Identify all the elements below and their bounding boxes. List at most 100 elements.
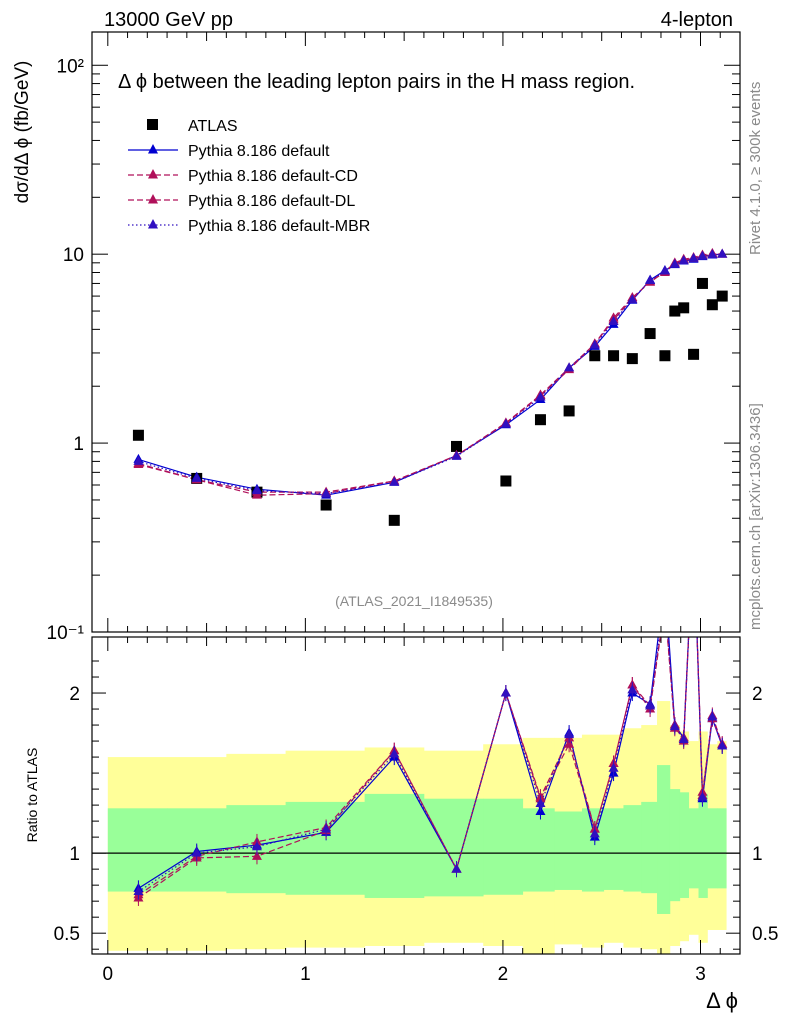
ratio-marker-series-3	[669, 721, 680, 731]
ratio-y-tick-label: 1	[69, 844, 80, 865]
legend-label-0: ATLAS	[188, 118, 238, 135]
mc-marker-series-4	[589, 339, 600, 349]
energy-label: 13000 GeV pp	[104, 9, 233, 31]
mc-marker-series-4	[389, 476, 400, 486]
ratio-y-tick-label: 2	[69, 684, 80, 705]
legend-marker-2	[148, 169, 158, 179]
data-point-atlas	[500, 475, 512, 487]
ratio-line-series-3	[138, 637, 723, 893]
ratio-line-series-1	[138, 637, 723, 896]
ratio-y-tick-label-right: 1	[752, 844, 763, 865]
inner-uncertainty-band	[623, 805, 642, 892]
mc-marker-series-4	[133, 455, 144, 465]
data-point-atlas	[534, 414, 546, 426]
data-point-atlas	[563, 405, 575, 417]
chart-title: Δ ϕ between the leading lepton pairs in …	[118, 71, 635, 93]
data-point-atlas	[388, 514, 400, 526]
mc-marker-series-4	[321, 488, 332, 498]
data-point-atlas	[451, 440, 462, 452]
mc-marker-series-4	[717, 248, 728, 258]
legend-marker-atlas	[147, 119, 158, 130]
mc-marker-series-4	[678, 255, 689, 265]
main-panel: 10⁻¹ 1 10 10² Δ ϕ between the leading lepto…	[12, 31, 741, 644]
rivet-version-label: Rivet 4.1.0, ≥ 300k events	[747, 82, 764, 255]
mc-marker-series-4	[608, 316, 619, 326]
data-point-atlas	[626, 353, 638, 365]
process-label: 4-lepton	[661, 9, 733, 31]
x-tick-label: 2	[498, 964, 509, 985]
ratio-marker-series-3	[535, 798, 546, 808]
inner-uncertainty-band	[554, 811, 583, 890]
x-tick-label: 3	[695, 964, 706, 985]
inner-uncertainty-band	[603, 808, 624, 890]
ratio-marker-series-2	[564, 738, 575, 748]
data-point-atlas	[659, 350, 671, 362]
ratio-marker-series-3	[627, 684, 638, 694]
ratio-line-series-0	[138, 637, 723, 889]
data-point-atlas	[696, 277, 708, 289]
legend-marker-4	[148, 219, 158, 229]
x-tick-label: 0	[103, 964, 114, 985]
ratio-line-series-2	[138, 637, 723, 899]
inner-uncertainty-band	[698, 793, 708, 898]
main-line-series-4	[138, 253, 723, 495]
ratio-y-axis-label: Ratio to ATLAS	[24, 748, 40, 843]
main-y-tick-label: 10	[63, 245, 84, 266]
mc-marker-series-4	[697, 250, 708, 260]
ratio-marker-series-3	[321, 823, 332, 833]
mc-marker-series-4	[451, 450, 462, 460]
ratio-panel: 0.5 0.5 1 1 2 2 0 1 2 3 Ratio to ATLAS Δ ϕ	[24, 636, 778, 1013]
mc-marker-series-4	[191, 472, 202, 482]
x-axis-label: Δ ϕ	[706, 988, 738, 1013]
legend-label-4: Pythia 8.186 default-MBR	[188, 218, 370, 235]
x-tick-label: 1	[300, 964, 311, 985]
inner-uncertainty-band	[679, 792, 690, 898]
ratio-y-tick-label-right: 2	[752, 684, 763, 705]
inner-uncertainty-band	[522, 808, 555, 892]
ratio-marker-series-3	[500, 687, 511, 697]
mc-marker-series-3	[251, 489, 262, 499]
legend-label-2: Pythia 8.186 default-CD	[188, 168, 358, 185]
legend-label-3: Pythia 8.186 default-DL	[188, 193, 355, 210]
ratio-marker-series-3	[589, 828, 600, 838]
inner-uncertainty-band	[707, 808, 718, 889]
data-point-atlas	[678, 302, 690, 314]
inner-uncertainty-band	[581, 808, 605, 892]
mc-marker-series-4	[707, 249, 718, 259]
legend-marker-1	[148, 144, 158, 154]
uncertainty-bands	[107, 701, 727, 954]
mc-marker-series-4	[564, 362, 575, 372]
ratio-marker-series-3	[191, 847, 202, 857]
mc-marker-series-4	[627, 294, 638, 304]
analysis-label: (ATLAS_2021_I1849535)	[335, 593, 493, 609]
legend-marker-3	[148, 194, 158, 204]
ratio-marker-series-3	[717, 740, 728, 750]
main-plot-area	[92, 32, 740, 632]
data-point-atlas	[688, 348, 700, 360]
inner-uncertainty-band	[285, 801, 366, 895]
mc-marker-series-4	[535, 391, 546, 401]
ratio-marker-series-3	[133, 886, 144, 896]
ratio-y-tick-label-right: 0.5	[752, 924, 778, 945]
data-point-atlas	[608, 350, 620, 362]
main-y-axis-label: dσ/dΔ ϕ (fb/GeV)	[12, 61, 33, 204]
inner-uncertainty-band	[669, 789, 681, 902]
data-point-atlas	[706, 299, 718, 311]
inner-uncertainty-band	[717, 808, 727, 889]
inner-uncertainty-band	[483, 798, 524, 895]
main-y-tick-label: 1	[73, 434, 84, 455]
ratio-marker-series-3	[645, 700, 656, 710]
mc-marker-series-4	[251, 485, 262, 495]
data-point-atlas	[589, 350, 601, 362]
main-frame	[91, 31, 741, 633]
mc-marker-series-4	[659, 265, 670, 275]
data-point-atlas	[132, 429, 144, 441]
inner-uncertainty-band	[641, 801, 658, 894]
source-label: mcplots.cern.ch [arXiv:1306.3436]	[747, 403, 764, 630]
inner-uncertainty-band	[107, 808, 168, 892]
ratio-marker-series-2	[251, 850, 262, 860]
ratio-frame	[91, 636, 741, 955]
ratio-marker-series-3	[707, 711, 718, 721]
ratio-marker-series-3	[697, 791, 708, 801]
